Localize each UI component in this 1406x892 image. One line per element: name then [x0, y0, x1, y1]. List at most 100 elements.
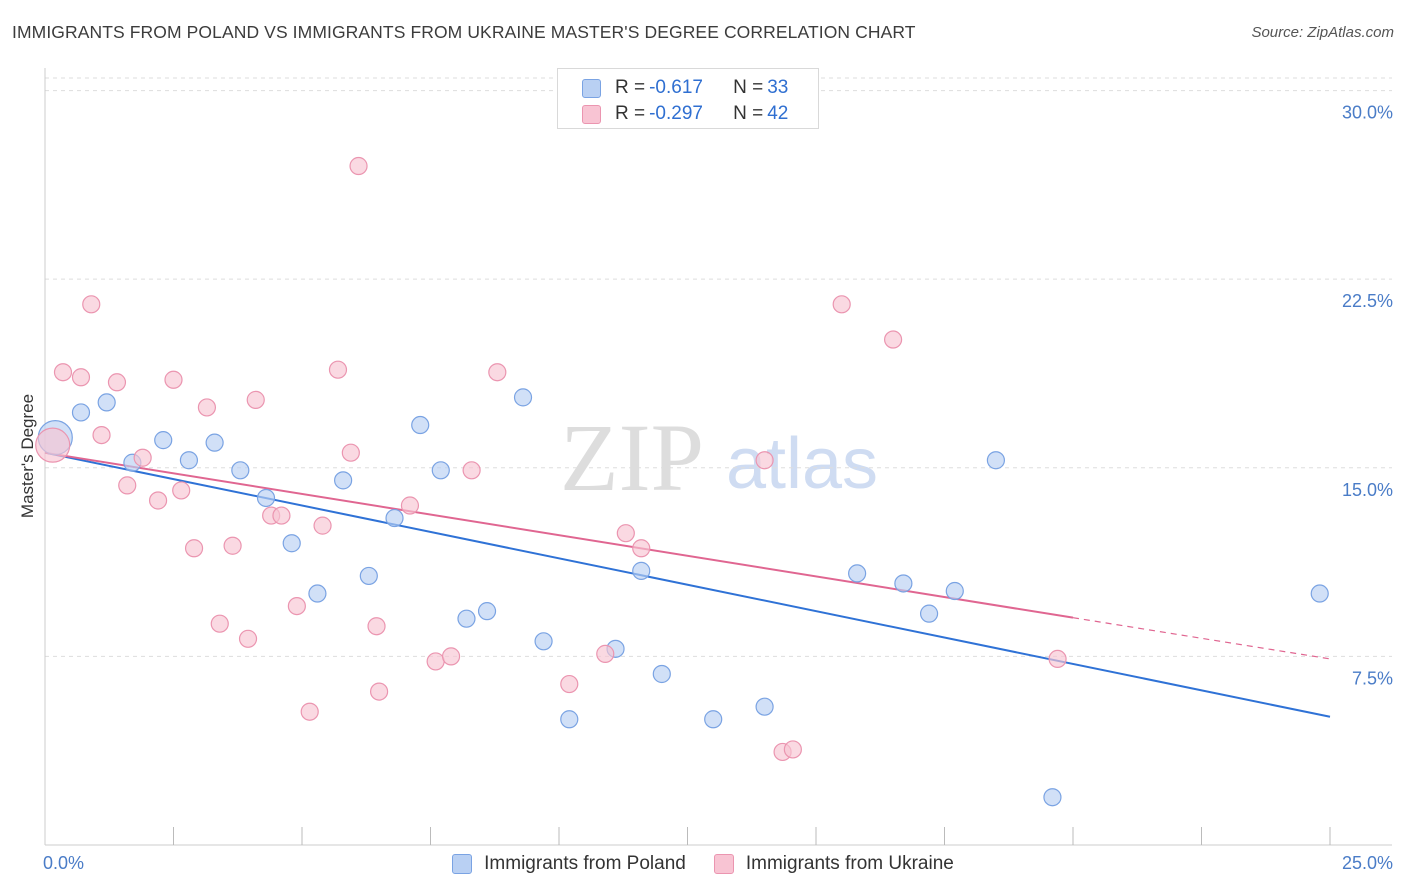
ukraine-point — [349, 156, 368, 176]
y-tick-label: 15.0% — [1342, 480, 1393, 500]
ukraine-point — [164, 370, 183, 389]
n-label: N = — [733, 103, 764, 124]
poland-point — [231, 461, 250, 480]
ukraine-point — [328, 360, 348, 379]
poland-point — [755, 697, 774, 716]
ukraine-point — [53, 363, 73, 382]
ukraine-point — [1048, 649, 1067, 669]
poland-point — [1310, 584, 1329, 603]
ukraine-swatch — [582, 104, 601, 124]
ukraine-point — [210, 614, 229, 633]
r-label: R = — [615, 103, 646, 124]
r-label: R = — [615, 77, 646, 98]
poland-point — [919, 604, 939, 623]
poland-point — [1043, 788, 1062, 807]
poland-point — [945, 581, 964, 601]
ukraine-point — [560, 674, 579, 694]
poland-point — [282, 534, 301, 553]
x-tick-label: 0.0% — [43, 853, 84, 873]
ukraine-point — [370, 682, 389, 701]
ukraine-point — [367, 617, 386, 636]
ukraine-point — [133, 448, 152, 467]
ukraine-point — [272, 506, 291, 525]
ukraine-point — [184, 539, 204, 558]
ukraine-point — [596, 644, 615, 663]
poland-point — [652, 664, 671, 684]
ukraine-point — [71, 368, 91, 387]
poland-point — [308, 584, 327, 603]
poland-point — [986, 451, 1006, 470]
poland-legend-swatch — [452, 854, 473, 874]
poland-point — [848, 564, 867, 583]
ukraine-point — [107, 373, 127, 392]
ukraine-r-value: -0.297 — [649, 103, 703, 124]
grid — [45, 77, 1392, 657]
trend-line-dashed-1 — [1072, 617, 1331, 660]
legend-row-poland: R = -0.617 N = 33 — [582, 77, 788, 99]
poland-point — [457, 609, 476, 628]
ukraine-point — [238, 629, 258, 648]
ukraine-point — [783, 740, 802, 759]
tick-labels: 7.5% 15.0% 22.5% 30.0% 0.0% 25.0% — [43, 103, 1393, 873]
x-tick-label: 25.0% — [1342, 853, 1393, 873]
poland-point — [334, 471, 353, 490]
poland-point — [205, 433, 224, 452]
poland-point — [632, 561, 651, 580]
watermark-zip: ZIP — [560, 404, 704, 511]
ukraine-point — [82, 295, 101, 314]
ukraine-point — [462, 461, 481, 480]
poland-point — [97, 393, 116, 412]
poland-point — [704, 710, 723, 729]
poland-r-value: -0.617 — [649, 77, 703, 98]
poland-point — [359, 566, 378, 586]
data-points — [35, 156, 1329, 807]
ukraine-point — [400, 496, 420, 515]
legend-item-ukraine[interactable]: Immigrants from Ukraine — [713, 853, 954, 875]
ukraine-point — [35, 427, 71, 463]
poland-n-value: 33 — [767, 77, 789, 98]
poland-point — [71, 403, 91, 422]
poland-point — [385, 508, 404, 528]
poland-point — [560, 710, 579, 729]
chart-title: IMMIGRANTS FROM POLAND VS IMMIGRANTS FRO… — [12, 22, 916, 42]
ukraine-point — [341, 443, 360, 462]
series-legend: Immigrants from Poland Immigrants from U… — [0, 852, 1406, 876]
axes — [44, 68, 1392, 846]
legend-item-poland[interactable]: Immigrants from Poland — [452, 853, 686, 875]
ukraine-point — [148, 491, 168, 510]
ukraine-point — [488, 363, 507, 382]
watermark-atlas: atlas — [726, 424, 878, 504]
ukraine-legend-swatch — [713, 854, 734, 874]
poland-point — [513, 388, 533, 407]
poland-point — [411, 415, 430, 435]
ukraine-point — [755, 451, 774, 470]
ukraine-point — [883, 330, 903, 349]
poland-point — [477, 602, 497, 621]
poland-point — [179, 451, 199, 470]
legend-row-ukraine: R = -0.297 N = 42 — [582, 103, 788, 125]
ukraine-point — [246, 390, 265, 409]
poland-point — [534, 632, 553, 651]
ukraine-point — [426, 652, 445, 671]
ukraine-point — [92, 425, 111, 445]
correlation-legend: R = -0.617 N = 33 R = -0.297 N = 42 — [557, 68, 819, 129]
y-tick-label: 22.5% — [1342, 291, 1393, 311]
ukraine-point — [832, 295, 851, 314]
ukraine-n-value: 42 — [767, 103, 789, 124]
ukraine-legend-label: Immigrants from Ukraine — [745, 853, 954, 874]
ukraine-point — [441, 647, 461, 666]
ukraine-point — [632, 539, 651, 558]
poland-point — [256, 488, 276, 508]
ukraine-point — [616, 524, 635, 543]
y-tick-label: 7.5% — [1352, 668, 1393, 688]
poland-legend-label: Immigrants from Poland — [484, 853, 686, 874]
ukraine-point — [313, 516, 332, 535]
poland-point — [431, 461, 450, 480]
source-label: Source: ZipAtlas.com — [1251, 24, 1394, 41]
ukraine-point — [172, 481, 191, 500]
ukraine-point — [223, 536, 242, 555]
ukraine-point — [118, 476, 137, 495]
n-label: N = — [733, 77, 764, 98]
y-tick-label: 30.0% — [1342, 103, 1393, 123]
